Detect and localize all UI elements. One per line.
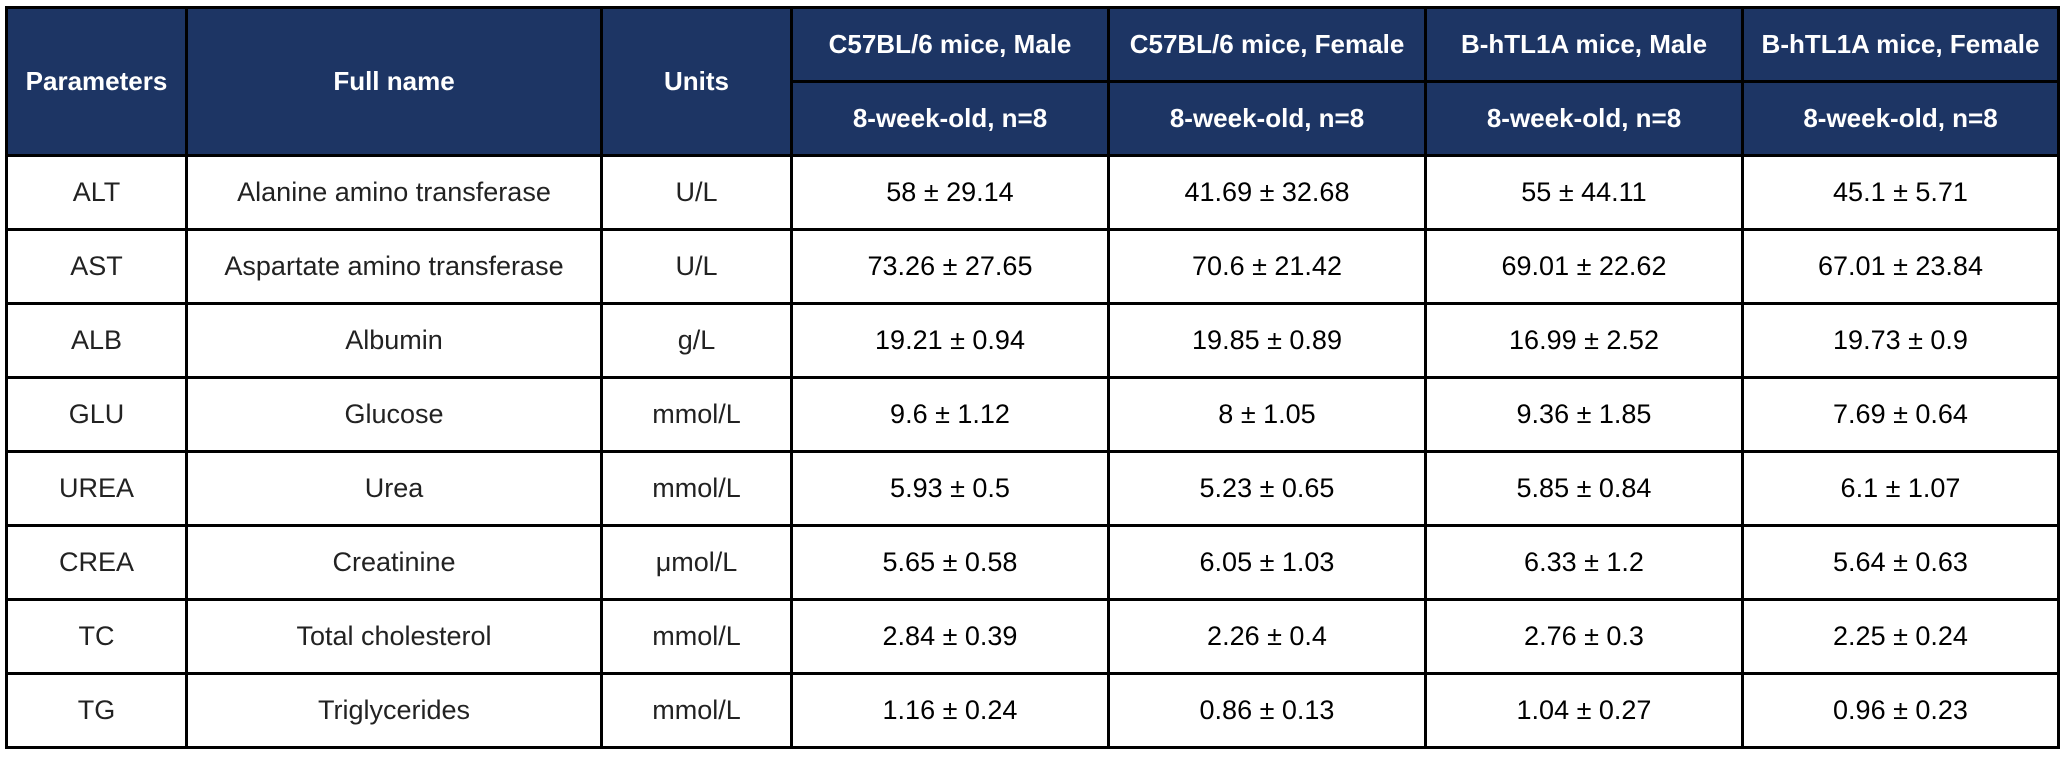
cell-value: 16.99 ± 2.52: [1424, 302, 1744, 379]
header-group-c57-female: C57BL/6 mice, Female: [1107, 6, 1427, 83]
cell-value: 5.93 ± 0.5: [790, 450, 1110, 527]
table-row: CREA Creatinine μmol/L 5.65 ± 0.58 6.05 …: [5, 524, 2060, 601]
cell-value: 5.23 ± 0.65: [1107, 450, 1427, 527]
cell-value: 67.01 ± 23.84: [1741, 228, 2060, 305]
cell-full-name: Triglycerides: [185, 672, 603, 749]
header-group-htl1a-female: B-hTL1A mice, Female: [1741, 6, 2060, 83]
cell-value: 5.65 ± 0.58: [790, 524, 1110, 601]
cell-unit: mmol/L: [600, 672, 793, 749]
cell-value: 6.33 ± 1.2: [1424, 524, 1744, 601]
cell-parameter: TC: [5, 598, 188, 675]
cell-value: 19.85 ± 0.89: [1107, 302, 1427, 379]
cell-value: 45.1 ± 5.71: [1741, 154, 2060, 231]
cell-value: 9.6 ± 1.12: [790, 376, 1110, 453]
cell-parameter: ALT: [5, 154, 188, 231]
table-body: ALT Alanine amino transferase U/L 58 ± 2…: [5, 154, 2060, 749]
table-row: ALT Alanine amino transferase U/L 58 ± 2…: [5, 154, 2060, 231]
table-row: AST Aspartate amino transferase U/L 73.2…: [5, 228, 2060, 305]
cell-value: 7.69 ± 0.64: [1741, 376, 2060, 453]
cell-parameter: CREA: [5, 524, 188, 601]
cell-value: 70.6 ± 21.42: [1107, 228, 1427, 305]
cell-unit: U/L: [600, 154, 793, 231]
cell-value: 69.01 ± 22.62: [1424, 228, 1744, 305]
cell-value: 1.04 ± 0.27: [1424, 672, 1744, 749]
cell-value: 2.25 ± 0.24: [1741, 598, 2060, 675]
subheader-htl1a-male: 8-week-old, n=8: [1424, 80, 1744, 157]
header-parameters: Parameters: [5, 6, 188, 157]
cell-full-name: Glucose: [185, 376, 603, 453]
cell-value: 0.86 ± 0.13: [1107, 672, 1427, 749]
cell-value: 1.16 ± 0.24: [790, 672, 1110, 749]
table-row: TC Total cholesterol mmol/L 2.84 ± 0.39 …: [5, 598, 2060, 675]
biochemistry-table: Parameters Full name Units C57BL/6 mice,…: [5, 6, 2060, 749]
cell-value: 2.84 ± 0.39: [790, 598, 1110, 675]
table-header: Parameters Full name Units C57BL/6 mice,…: [5, 6, 2060, 157]
table-container: Parameters Full name Units C57BL/6 mice,…: [5, 6, 2060, 749]
cell-value: 9.36 ± 1.85: [1424, 376, 1744, 453]
table-row: GLU Glucose mmol/L 9.6 ± 1.12 8 ± 1.05 9…: [5, 376, 2060, 453]
cell-value: 19.21 ± 0.94: [790, 302, 1110, 379]
cell-parameter: ALB: [5, 302, 188, 379]
cell-unit: mmol/L: [600, 598, 793, 675]
table-row: ALB Albumin g/L 19.21 ± 0.94 19.85 ± 0.8…: [5, 302, 2060, 379]
header-group-htl1a-male: B-hTL1A mice, Male: [1424, 6, 1744, 83]
cell-value: 8 ± 1.05: [1107, 376, 1427, 453]
cell-value: 73.26 ± 27.65: [790, 228, 1110, 305]
cell-value: 5.64 ± 0.63: [1741, 524, 2060, 601]
header-group-c57-male: C57BL/6 mice, Male: [790, 6, 1110, 83]
subheader-c57-male: 8-week-old, n=8: [790, 80, 1110, 157]
header-full-name: Full name: [185, 6, 603, 157]
cell-full-name: Creatinine: [185, 524, 603, 601]
cell-value: 41.69 ± 32.68: [1107, 154, 1427, 231]
table-row: UREA Urea mmol/L 5.93 ± 0.5 5.23 ± 0.65 …: [5, 450, 2060, 527]
cell-parameter: UREA: [5, 450, 188, 527]
cell-parameter: TG: [5, 672, 188, 749]
cell-unit: mmol/L: [600, 376, 793, 453]
subheader-htl1a-female: 8-week-old, n=8: [1741, 80, 2060, 157]
cell-full-name: Urea: [185, 450, 603, 527]
cell-full-name: Total cholesterol: [185, 598, 603, 675]
cell-full-name: Albumin: [185, 302, 603, 379]
cell-value: 6.05 ± 1.03: [1107, 524, 1427, 601]
cell-parameter: GLU: [5, 376, 188, 453]
subheader-row: 8-week-old, n=8 8-week-old, n=8 8-week-o…: [7, 80, 2060, 157]
table-row: TG Triglycerides mmol/L 1.16 ± 0.24 0.86…: [5, 672, 2060, 749]
cell-unit: U/L: [600, 228, 793, 305]
cell-value: 2.76 ± 0.3: [1424, 598, 1744, 675]
cell-value: 2.26 ± 0.4: [1107, 598, 1427, 675]
cell-unit: g/L: [600, 302, 793, 379]
cell-value: 6.1 ± 1.07: [1741, 450, 2060, 527]
cell-full-name: Alanine amino transferase: [185, 154, 603, 231]
header-units: Units: [600, 6, 793, 157]
header-row: Parameters Full name Units C57BL/6 mice,…: [5, 6, 2060, 157]
cell-value: 5.85 ± 0.84: [1424, 450, 1744, 527]
subheader-c57-female: 8-week-old, n=8: [1107, 80, 1427, 157]
cell-value: 0.96 ± 0.23: [1741, 672, 2060, 749]
cell-value: 58 ± 29.14: [790, 154, 1110, 231]
cell-value: 55 ± 44.11: [1424, 154, 1744, 231]
cell-full-name: Aspartate amino transferase: [185, 228, 603, 305]
cell-unit: mmol/L: [600, 450, 793, 527]
cell-parameter: AST: [5, 228, 188, 305]
cell-unit: μmol/L: [600, 524, 793, 601]
cell-value: 19.73 ± 0.9: [1741, 302, 2060, 379]
